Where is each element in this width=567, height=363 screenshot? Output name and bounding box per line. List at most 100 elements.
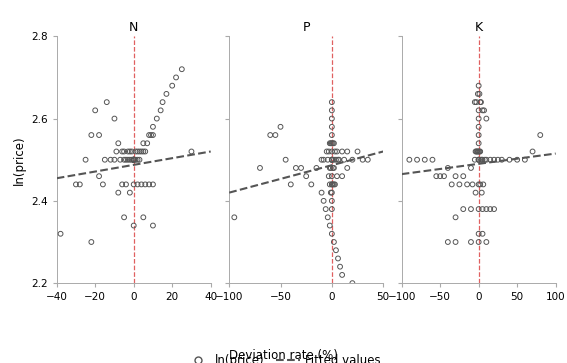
Point xyxy=(71,182,81,187)
Point xyxy=(139,148,148,154)
Point xyxy=(476,182,485,187)
Point xyxy=(327,182,336,187)
Point xyxy=(472,148,481,154)
Point xyxy=(474,206,483,212)
Point xyxy=(327,99,336,105)
Point xyxy=(482,157,491,163)
Point xyxy=(342,148,352,154)
Point xyxy=(342,165,352,171)
Point xyxy=(116,157,125,163)
Title: N: N xyxy=(129,21,138,34)
Point xyxy=(187,148,196,154)
Point xyxy=(473,91,483,97)
Point xyxy=(326,190,335,196)
Point xyxy=(153,116,162,122)
Point xyxy=(451,239,460,245)
Point xyxy=(125,157,134,163)
Point xyxy=(91,107,100,113)
Point xyxy=(332,148,341,154)
Point xyxy=(332,247,341,253)
Point xyxy=(470,157,479,163)
Point xyxy=(328,182,337,187)
Point xyxy=(129,157,138,163)
Point xyxy=(135,148,144,154)
Point xyxy=(324,148,333,154)
Point xyxy=(472,99,481,105)
Point xyxy=(420,157,429,163)
Point xyxy=(145,182,154,187)
Point xyxy=(497,157,506,163)
Point xyxy=(319,198,328,204)
Point xyxy=(324,173,333,179)
Point xyxy=(435,173,445,179)
Point xyxy=(536,132,545,138)
Point xyxy=(329,182,338,187)
Point xyxy=(329,140,338,146)
Point xyxy=(129,157,138,163)
Point xyxy=(489,206,498,212)
Point xyxy=(139,215,148,220)
Point xyxy=(479,182,488,187)
Point xyxy=(168,83,177,89)
Point xyxy=(329,165,338,171)
Point xyxy=(467,206,476,212)
Point xyxy=(129,157,138,163)
Point xyxy=(478,206,487,212)
Point xyxy=(333,157,342,163)
Point xyxy=(327,182,336,187)
Point xyxy=(291,165,301,171)
Point xyxy=(513,157,522,163)
Point xyxy=(472,148,481,154)
Point xyxy=(467,239,476,245)
Point xyxy=(353,148,362,154)
Point xyxy=(131,148,140,154)
Point xyxy=(81,157,90,163)
Point xyxy=(145,132,154,138)
Point xyxy=(474,239,483,245)
Point xyxy=(98,182,107,187)
Point xyxy=(348,280,357,286)
Point xyxy=(340,157,349,163)
Point xyxy=(463,182,472,187)
Point xyxy=(230,215,239,220)
Point xyxy=(171,74,180,80)
Point xyxy=(129,157,138,163)
Title: K: K xyxy=(475,21,483,34)
Point xyxy=(137,148,146,154)
Point xyxy=(331,148,340,154)
Point xyxy=(474,157,483,163)
Point xyxy=(114,140,123,146)
Point xyxy=(348,157,357,163)
Point xyxy=(326,165,335,171)
Point xyxy=(505,157,514,163)
Point xyxy=(470,99,479,105)
Point xyxy=(120,148,129,154)
Point xyxy=(327,132,336,138)
Point xyxy=(443,239,452,245)
Point xyxy=(476,99,485,105)
Point xyxy=(141,148,150,154)
Point xyxy=(120,157,129,163)
Point xyxy=(297,165,306,171)
Point xyxy=(326,140,335,146)
Point xyxy=(474,182,483,187)
Point xyxy=(317,157,326,163)
Point xyxy=(336,264,345,270)
Point xyxy=(133,148,142,154)
Point xyxy=(478,157,487,163)
Point xyxy=(432,173,441,179)
Point xyxy=(474,157,483,163)
Point xyxy=(474,140,483,146)
Point xyxy=(332,173,341,179)
Point xyxy=(149,132,158,138)
Point xyxy=(521,157,530,163)
Point xyxy=(110,157,119,163)
Point xyxy=(256,165,265,171)
Point xyxy=(474,148,483,154)
Point xyxy=(87,132,96,138)
Point xyxy=(327,157,336,163)
Point xyxy=(327,124,336,130)
Point xyxy=(482,239,491,245)
Point xyxy=(75,182,84,187)
Point xyxy=(480,107,489,113)
